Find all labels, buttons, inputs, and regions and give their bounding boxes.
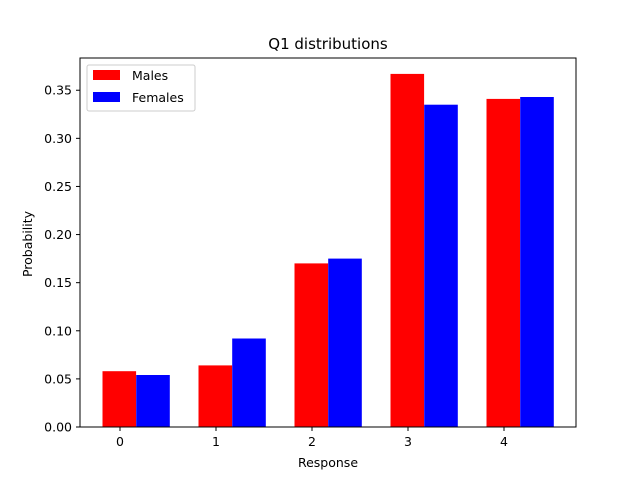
x-tick-label: 3 bbox=[404, 434, 412, 449]
x-axis: 0 1 2 3 4 bbox=[116, 427, 508, 449]
bar-females-2 bbox=[328, 258, 362, 427]
legend: Males Females bbox=[86, 64, 196, 112]
y-tick-label: 0.00 bbox=[44, 420, 72, 435]
x-tick-label: 2 bbox=[308, 434, 316, 449]
bar-males-0 bbox=[102, 371, 137, 427]
bar-females-1 bbox=[232, 338, 266, 427]
bar-males-4 bbox=[486, 98, 521, 428]
legend-swatch-females bbox=[93, 92, 120, 102]
bar-males-2 bbox=[294, 263, 329, 427]
y-tick-label: 0.35 bbox=[44, 83, 72, 98]
y-tick-label: 0.20 bbox=[44, 227, 72, 242]
chart-title: Q1 distributions bbox=[268, 35, 388, 53]
x-tick-label: 4 bbox=[500, 434, 508, 449]
legend-label-females: Females bbox=[132, 90, 184, 105]
y-tick-label: 0.30 bbox=[44, 131, 72, 146]
legend-label-males: Males bbox=[132, 68, 168, 83]
x-axis-label: Response bbox=[298, 455, 358, 470]
y-tick-label: 0.10 bbox=[44, 323, 72, 338]
y-tick-label: 0.25 bbox=[44, 179, 72, 194]
y-tick-label: 0.15 bbox=[44, 275, 72, 290]
bar-males-3 bbox=[390, 73, 425, 428]
bar-males-1 bbox=[198, 365, 233, 427]
y-axis: 0.00 0.05 0.10 0.15 0.20 0.25 0.30 0.35 bbox=[44, 83, 80, 435]
x-tick-label: 0 bbox=[116, 434, 124, 449]
legend-swatch-males bbox=[93, 70, 120, 80]
bar-females-3 bbox=[424, 104, 458, 427]
plot-frame bbox=[79, 57, 577, 428]
bar-females-4 bbox=[520, 97, 554, 427]
y-axis-label: Probability bbox=[20, 210, 35, 277]
bar-females-0 bbox=[136, 375, 170, 427]
x-tick-label: 1 bbox=[212, 434, 220, 449]
y-tick-label: 0.05 bbox=[44, 371, 72, 386]
bars-group bbox=[102, 73, 554, 428]
